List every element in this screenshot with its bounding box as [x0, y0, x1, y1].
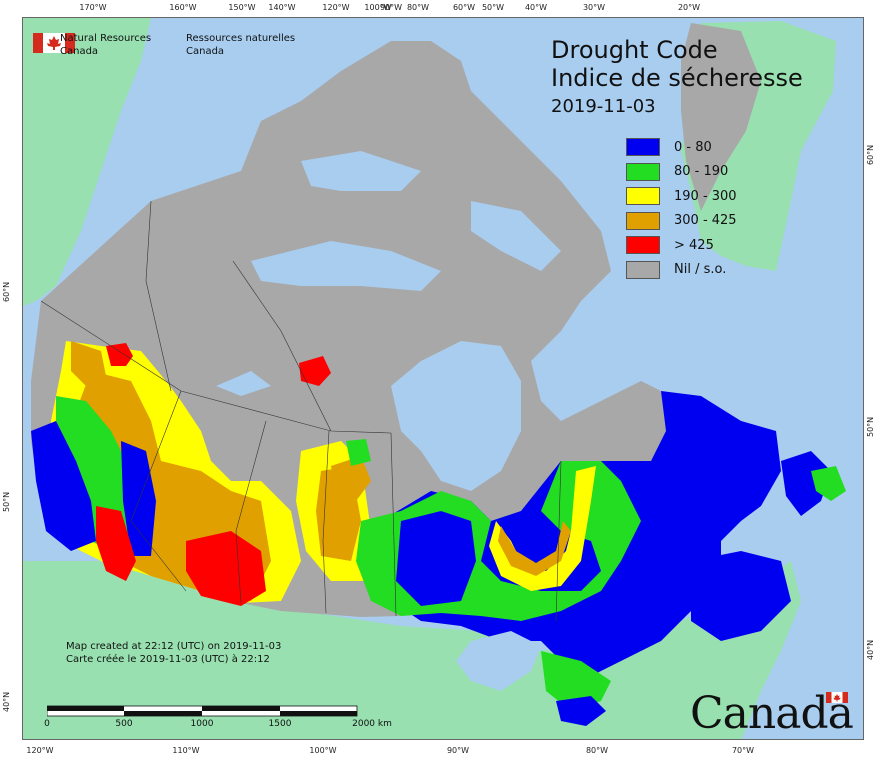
arctic-channel-3: [471, 201, 561, 271]
ontario-south-blue: [556, 696, 606, 726]
alaska-land: [23, 18, 151, 306]
legend-label: 0 - 80: [674, 139, 712, 155]
bottom-tick-70w: 70°W: [731, 746, 755, 755]
top-tick-140w: 140°W: [268, 3, 296, 12]
top-tick-30w: 30°W: [582, 3, 606, 12]
org-name-en: Natural Resources Canada: [60, 32, 151, 58]
top-tick-160w: 160°W: [169, 3, 197, 12]
legend-item: Nil / s.o.: [626, 258, 737, 283]
top-tick-100w: 100°W: [364, 3, 392, 12]
legend-item: 0 - 80: [626, 135, 737, 160]
labrador-blue: [661, 391, 781, 521]
newfoundland-blue: [781, 451, 831, 516]
nwt-red: [299, 356, 331, 386]
top-tick-80w: 80°W: [406, 3, 430, 12]
great-bear-lake: [216, 371, 271, 396]
bc-north-orange: [71, 341, 106, 386]
legend-label: Nil / s.o.: [674, 262, 727, 278]
org-name-fr: Ressources naturelles Canada: [186, 32, 295, 58]
top-tick-20w: 20°W: [677, 3, 701, 12]
title-fr: Indice de sécheresse: [551, 64, 803, 92]
bottom-tick-110w: 110°W: [172, 746, 200, 755]
top-tick-150w: 150°W: [228, 3, 256, 12]
bottom-tick-80w: 80°W: [585, 746, 609, 755]
org-name-fr-line1: Ressources naturelles: [186, 33, 296, 44]
newfoundland-green: [811, 466, 846, 501]
org-name-fr-line2: Canada: [186, 46, 225, 57]
scale-label-1000: 1000: [190, 719, 214, 729]
top-tick-170w: 170°W: [79, 3, 107, 12]
legend-label: 80 - 190: [674, 164, 729, 180]
top-tick-60w: 60°W: [452, 3, 476, 12]
bottom-tick-100w: 100°W: [309, 746, 337, 755]
legend-swatch-0-80: [626, 138, 660, 157]
bottom-tick-90w: 90°W: [446, 746, 470, 755]
great-lakes: [456, 631, 541, 691]
scale-label-1500: 1500: [268, 719, 292, 729]
legend-swatch-nil: [626, 260, 660, 279]
left-tick-60n: 60°N: [2, 281, 11, 302]
map-credit: Map created at 22:12 (UTC) on 2019-11-03…: [66, 640, 281, 666]
map-date: 2019-11-03: [551, 96, 656, 117]
scale-label-0: 0: [44, 719, 50, 729]
map-canvas: [22, 17, 864, 740]
usa-land: [23, 561, 801, 739]
legend-item: 300 - 425: [626, 209, 737, 234]
arctic-channel-1: [251, 241, 441, 291]
scale-bar-graphic: [46, 705, 358, 717]
credit-fr: Carte créée le 2019-11-03 (UTC) à 22:12: [66, 654, 270, 665]
title-en: Drought Code: [551, 36, 718, 64]
drought-map-svg: [23, 18, 846, 739]
right-tick-40n: 40°N: [866, 639, 875, 660]
legend-label: > 425: [674, 237, 714, 253]
top-tick-50w: 50°W: [481, 3, 505, 12]
org-name-en-line2: Canada: [60, 46, 99, 57]
top-tick-120w: 120°W: [322, 3, 350, 12]
west-blue-zone: [31, 421, 96, 551]
provincial-borders: [40, 200, 562, 622]
scale-label-2000: 2000 km: [352, 719, 392, 729]
bottom-tick-120w: 120°W: [26, 746, 54, 755]
bc-red-zone: [96, 506, 136, 581]
legend-label: 300 - 425: [674, 213, 737, 229]
legend-swatch-80-190: [626, 162, 660, 181]
maritimes-blue: [691, 551, 791, 641]
legend-label: 190 - 300: [674, 188, 737, 204]
scale-label-500: 500: [115, 719, 133, 729]
greenland-data-overlay: [681, 23, 761, 211]
top-tick-40w: 40°W: [524, 3, 548, 12]
hudson-bay: [391, 341, 521, 491]
quebec-orange-arc: [498, 521, 571, 576]
org-name-en-line1: Natural Resources: [60, 33, 152, 44]
legend-swatch-190-300: [626, 187, 660, 206]
scale-bar: 0 500 1000 1500 2000 km: [44, 704, 392, 729]
hudson-orange-patch: [331, 456, 371, 501]
legend-swatch-gt-425: [626, 236, 660, 255]
canada-flag-icon: [33, 33, 75, 53]
right-tick-60n: 60°N: [866, 144, 875, 165]
top-tick-90w: 90°W: [379, 3, 403, 12]
ontario-south-green: [541, 651, 611, 711]
hudson-green-patch: [346, 439, 371, 466]
legend-swatch-300-425: [626, 211, 660, 230]
legend-item: 190 - 300: [626, 184, 737, 209]
north-bc-red: [106, 343, 133, 366]
left-tick-40n: 40°N: [2, 691, 11, 712]
legend-item: 80 - 190: [626, 160, 737, 185]
left-tick-50n: 50°N: [2, 491, 11, 512]
arctic-channel-2: [301, 151, 421, 191]
wordmark-flag-icon: [826, 692, 848, 703]
legend: 0 - 80 80 - 190 190 - 300 300 - 425 > 42…: [626, 135, 737, 282]
right-tick-50n: 50°N: [866, 416, 875, 437]
legend-item: > 425: [626, 233, 737, 258]
prairie-red-zone: [186, 531, 266, 606]
map-title: Drought Code Indice de sécheresse: [551, 36, 803, 92]
credit-en: Map created at 22:12 (UTC) on 2019-11-03: [66, 641, 282, 652]
bc-blue-strip: [121, 441, 156, 556]
quebec-blue-center: [396, 511, 476, 606]
